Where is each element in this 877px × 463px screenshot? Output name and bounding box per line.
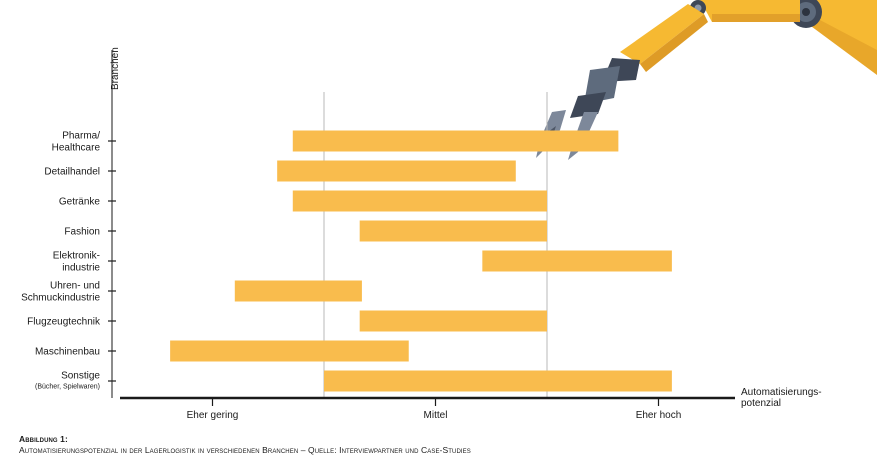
x-tick-label: Mittel xyxy=(424,410,448,421)
bar xyxy=(292,130,619,152)
bar xyxy=(324,370,672,392)
bar xyxy=(292,190,547,212)
caption-title: Abbildung 1: xyxy=(19,434,68,444)
category-label: Maschinenbau xyxy=(35,347,100,358)
chart: Branchen Pharma/Healthcare Detailhandel Ge… xyxy=(21,0,877,421)
bars xyxy=(170,130,672,392)
x-axis-label-line2: potenzial xyxy=(741,398,781,409)
category-label: Detailhandel xyxy=(44,167,100,178)
category-label: Healthcare xyxy=(52,143,101,154)
category-label: Sonstige xyxy=(61,371,100,382)
bar xyxy=(482,250,672,272)
category-label: Elektronik- xyxy=(53,251,100,262)
category-label: Flugzeugtechnik xyxy=(27,317,101,328)
category-label: Uhren- und xyxy=(50,281,100,292)
category-labels: Pharma/Healthcare Detailhandel Getränke Fas… xyxy=(21,131,116,391)
x-axis: Eher gering Mittel Eher hoch Automatisieru… xyxy=(120,387,822,421)
figure-caption: Abbildung 1: Automatisierungspotenzial i… xyxy=(19,434,471,456)
category-label: Getränke xyxy=(59,197,101,208)
bar xyxy=(277,160,516,182)
x-tick-label: Eher hoch xyxy=(636,410,682,421)
bar xyxy=(359,220,547,242)
x-tick-label: Eher gering xyxy=(187,410,239,421)
category-label: Schmuckindustrie xyxy=(21,293,100,304)
category-label: Pharma/ xyxy=(62,131,100,142)
bar xyxy=(234,280,362,302)
robot-arm-illustration xyxy=(536,0,877,160)
category-label: Fashion xyxy=(64,227,100,238)
bar xyxy=(359,310,547,332)
category-sublabel: (Bücher, Spielwaren) xyxy=(35,384,100,391)
y-axis: Branchen xyxy=(110,47,121,398)
bar xyxy=(170,340,409,362)
caption-text: Automatisierungspotenzial in der Lagerlo… xyxy=(19,445,471,455)
category-label: industrie xyxy=(62,263,100,274)
y-axis-label: Branchen xyxy=(110,47,121,90)
x-axis-label: Automatisierungs- xyxy=(741,387,822,398)
